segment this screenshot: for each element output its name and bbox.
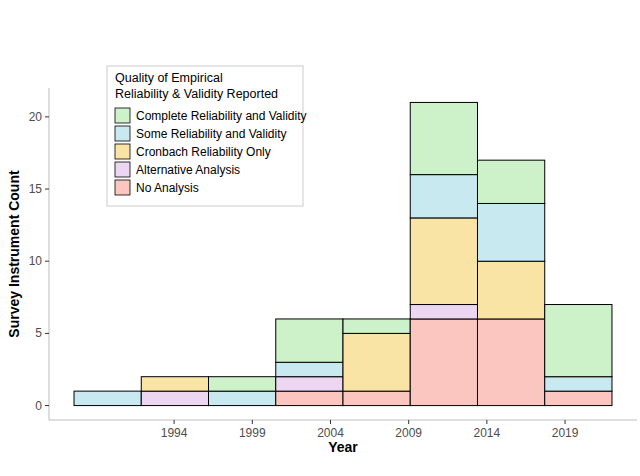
y-tick [45,261,49,262]
x-tick-label: 2009 [395,426,422,440]
y-axis-line [49,88,50,420]
bar-segment [343,333,410,391]
bar-segment [477,319,544,406]
bar-segment [410,102,477,174]
x-tick [565,420,566,424]
y-tick-label: 0 [35,399,42,413]
x-axis-line [49,420,637,421]
bar-segment [410,175,477,218]
bar-segment [141,391,208,405]
bars [74,102,612,405]
bar-segment [276,377,343,391]
x-tick-label: 2004 [317,426,344,440]
bar-segment [545,305,612,377]
legend-label: Alternative Analysis [136,163,240,177]
x-tick [330,420,331,424]
y-tick [45,189,49,190]
legend-key [115,162,130,177]
legend-label: No Analysis [136,181,199,195]
legend-label: Some Reliability and Validity [136,127,287,141]
bar-segment [410,218,477,305]
legend-box [107,66,303,206]
bar-segment [209,391,276,405]
bar-segment [343,319,410,333]
y-tick-label: 5 [35,326,42,340]
x-tick-label: 2014 [474,426,501,440]
bar-segment [141,376,208,377]
legend-key [115,180,130,195]
legend-label: Cronbach Reliability Only [136,145,271,159]
bar-segment [276,391,343,405]
y-tick-label: 10 [29,254,43,268]
legend-label: Complete Reliability and Validity [136,109,307,123]
bar-segment [343,391,410,405]
legend-title: Quality of EmpiricalReliability & Validi… [115,71,278,101]
bar-segment [74,391,141,392]
bar-segment [477,160,544,203]
x-tick-label: 1999 [239,426,266,440]
x-tick-label: 1994 [161,426,188,440]
bar-segment [276,362,343,376]
y-tick-label: 15 [29,182,43,196]
x-tick [174,420,175,424]
y-tick [45,333,49,334]
bar-segment [276,319,343,362]
bar-segment [477,261,544,319]
y-tick-label: 20 [29,110,43,124]
bar-segment [410,319,477,406]
legend-key [115,144,130,159]
bar-segment [410,305,477,319]
chart: 0 5 10 15 20 1994 1999 2004 2009 2014 2019 Year Surv… [0,0,640,476]
y-tick [45,405,49,406]
bar-segment [545,391,612,405]
bar-segment [477,203,544,261]
x-tick [486,420,487,424]
bar-segment [141,376,208,377]
bar-segment [74,391,141,405]
x-tick [252,420,253,424]
x-axis-title: Year [328,439,358,455]
x-tick-label: 2019 [552,426,579,440]
x-tick [408,420,409,424]
bar-segment [209,377,276,391]
bar-segment [545,377,612,391]
y-tick [45,116,49,117]
legend-key [115,126,130,141]
legend-key [115,108,130,123]
y-axis-title: Survey Instrument Count [6,170,22,338]
bar-segment [141,377,208,391]
